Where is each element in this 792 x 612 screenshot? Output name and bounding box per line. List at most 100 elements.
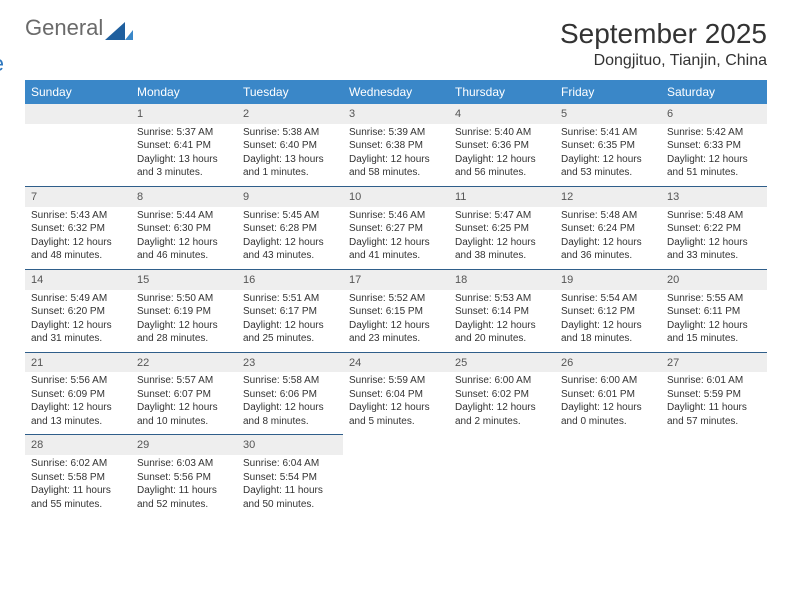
daylight-text: Daylight: 12 hours and 13 minutes.	[31, 401, 125, 428]
daylight-text: Daylight: 12 hours and 41 minutes.	[349, 236, 443, 263]
sunrise-text: Sunrise: 5:55 AM	[667, 292, 761, 306]
daylight-text: Daylight: 12 hours and 18 minutes.	[561, 319, 655, 346]
day-number: 17	[343, 269, 449, 289]
daylight-text: Daylight: 12 hours and 38 minutes.	[455, 236, 549, 263]
sunset-text: Sunset: 6:20 PM	[31, 305, 125, 319]
sunset-text: Sunset: 6:17 PM	[243, 305, 337, 319]
day-cell: Sunrise: 5:44 AMSunset: 6:30 PMDaylight:…	[131, 207, 237, 270]
day-cell	[555, 455, 661, 517]
day-cell: Sunrise: 5:50 AMSunset: 6:19 PMDaylight:…	[131, 290, 237, 353]
sunset-text: Sunset: 5:58 PM	[31, 471, 125, 485]
day-cell: Sunrise: 5:48 AMSunset: 6:24 PMDaylight:…	[555, 207, 661, 270]
daylight-text: Daylight: 11 hours and 57 minutes.	[667, 401, 761, 428]
weekday-header: Thursday	[449, 80, 555, 104]
sunrise-text: Sunrise: 6:00 AM	[455, 374, 549, 388]
day-cell: Sunrise: 5:42 AMSunset: 6:33 PMDaylight:…	[661, 124, 767, 187]
day-number: 9	[237, 186, 343, 206]
daylight-text: Daylight: 12 hours and 28 minutes.	[137, 319, 231, 346]
day-cell: Sunrise: 5:39 AMSunset: 6:38 PMDaylight:…	[343, 124, 449, 187]
location-label: Dongjituo, Tianjin, China	[560, 52, 767, 70]
daylight-text: Daylight: 12 hours and 33 minutes.	[667, 236, 761, 263]
day-number: 24	[343, 352, 449, 372]
sunset-text: Sunset: 6:40 PM	[243, 139, 337, 153]
day-number: 10	[343, 186, 449, 206]
day-number: 13	[661, 186, 767, 206]
daylight-text: Daylight: 13 hours and 3 minutes.	[137, 153, 231, 180]
day-number: 27	[661, 352, 767, 372]
day-cell: Sunrise: 5:59 AMSunset: 6:04 PMDaylight:…	[343, 372, 449, 435]
sunrise-text: Sunrise: 6:01 AM	[667, 374, 761, 388]
weekday-header: Wednesday	[343, 80, 449, 104]
sunrise-text: Sunrise: 5:37 AM	[137, 126, 231, 140]
daylight-text: Daylight: 12 hours and 31 minutes.	[31, 319, 125, 346]
sunrise-text: Sunrise: 5:45 AM	[243, 209, 337, 223]
sunrise-text: Sunrise: 6:02 AM	[31, 457, 125, 471]
day-cell	[343, 455, 449, 517]
sunrise-text: Sunrise: 5:50 AM	[137, 292, 231, 306]
sunrise-text: Sunrise: 5:43 AM	[31, 209, 125, 223]
day-number: 16	[237, 269, 343, 289]
sunset-text: Sunset: 6:06 PM	[243, 388, 337, 402]
daylight-text: Daylight: 12 hours and 15 minutes.	[667, 319, 761, 346]
daylight-text: Daylight: 12 hours and 25 minutes.	[243, 319, 337, 346]
sunrise-text: Sunrise: 5:54 AM	[561, 292, 655, 306]
day-number: 6	[661, 104, 767, 124]
day-cell: Sunrise: 5:48 AMSunset: 6:22 PMDaylight:…	[661, 207, 767, 270]
sunset-text: Sunset: 6:09 PM	[31, 388, 125, 402]
day-cell: Sunrise: 5:37 AMSunset: 6:41 PMDaylight:…	[131, 124, 237, 187]
day-number	[449, 435, 555, 455]
day-cell: Sunrise: 5:40 AMSunset: 6:36 PMDaylight:…	[449, 124, 555, 187]
sunrise-text: Sunrise: 5:42 AM	[667, 126, 761, 140]
weekday-header: Monday	[131, 80, 237, 104]
day-content-row: Sunrise: 5:49 AMSunset: 6:20 PMDaylight:…	[25, 290, 767, 353]
day-number: 7	[25, 186, 131, 206]
title-block: September 2025 Dongjituo, Tianjin, China	[560, 18, 767, 70]
sunset-text: Sunset: 6:22 PM	[667, 222, 761, 236]
logo-text-blue: Blue	[0, 54, 70, 74]
logo-sail-icon	[105, 22, 133, 40]
day-number: 22	[131, 352, 237, 372]
weekday-header: Friday	[555, 80, 661, 104]
sunrise-text: Sunrise: 5:53 AM	[455, 292, 549, 306]
day-cell: Sunrise: 5:56 AMSunset: 6:09 PMDaylight:…	[25, 372, 131, 435]
weekday-header-row: Sunday Monday Tuesday Wednesday Thursday…	[25, 80, 767, 104]
sunrise-text: Sunrise: 5:48 AM	[667, 209, 761, 223]
sunrise-text: Sunrise: 5:52 AM	[349, 292, 443, 306]
day-number: 23	[237, 352, 343, 372]
sunset-text: Sunset: 6:25 PM	[455, 222, 549, 236]
daylight-text: Daylight: 12 hours and 10 minutes.	[137, 401, 231, 428]
day-number: 12	[555, 186, 661, 206]
sunset-text: Sunset: 6:11 PM	[667, 305, 761, 319]
day-cell: Sunrise: 6:01 AMSunset: 5:59 PMDaylight:…	[661, 372, 767, 435]
daylight-text: Daylight: 12 hours and 0 minutes.	[561, 401, 655, 428]
day-cell: Sunrise: 5:49 AMSunset: 6:20 PMDaylight:…	[25, 290, 131, 353]
day-content-row: Sunrise: 6:02 AMSunset: 5:58 PM Daylight:…	[25, 455, 767, 517]
day-number: 28	[25, 435, 131, 455]
sunrise-text: Sunrise: 5:47 AM	[455, 209, 549, 223]
sunset-text: Sunset: 6:36 PM	[455, 139, 549, 153]
day-cell: Sunrise: 6:03 AMSunset: 5:56 PMDaylight:…	[131, 455, 237, 517]
sunrise-text: Sunrise: 5:44 AM	[137, 209, 231, 223]
sunset-text: Sunset: 5:59 PM	[667, 388, 761, 402]
day-cell: Sunrise: 5:55 AMSunset: 6:11 PMDaylight:…	[661, 290, 767, 353]
day-number: 1	[131, 104, 237, 124]
day-cell: Sunrise: 6:00 AMSunset: 6:01 PMDaylight:…	[555, 372, 661, 435]
sunset-text: Sunset: 6:07 PM	[137, 388, 231, 402]
sunrise-text: Sunrise: 5:58 AM	[243, 374, 337, 388]
sunrise-text: Sunrise: 5:51 AM	[243, 292, 337, 306]
daylight-text: Daylight: 12 hours and 5 minutes.	[349, 401, 443, 428]
sunset-text: Sunset: 5:54 PM	[243, 471, 337, 485]
sunset-text: Sunset: 6:24 PM	[561, 222, 655, 236]
logo-text-general: General	[25, 18, 103, 38]
sunset-text: Sunset: 6:04 PM	[349, 388, 443, 402]
day-cell	[449, 455, 555, 517]
sunrise-text: Sunrise: 5:38 AM	[243, 126, 337, 140]
day-content-row: Sunrise: 5:37 AMSunset: 6:41 PMDaylight:…	[25, 124, 767, 187]
day-number: 11	[449, 186, 555, 206]
sunset-text: Sunset: 6:14 PM	[455, 305, 549, 319]
day-number-row: 21222324252627	[25, 352, 767, 372]
weekday-header: Sunday	[25, 80, 131, 104]
weekday-header: Tuesday	[237, 80, 343, 104]
daylight-text: Daylight: 11 hours and 52 minutes.	[137, 484, 231, 511]
day-cell: Sunrise: 5:53 AMSunset: 6:14 PMDaylight:…	[449, 290, 555, 353]
